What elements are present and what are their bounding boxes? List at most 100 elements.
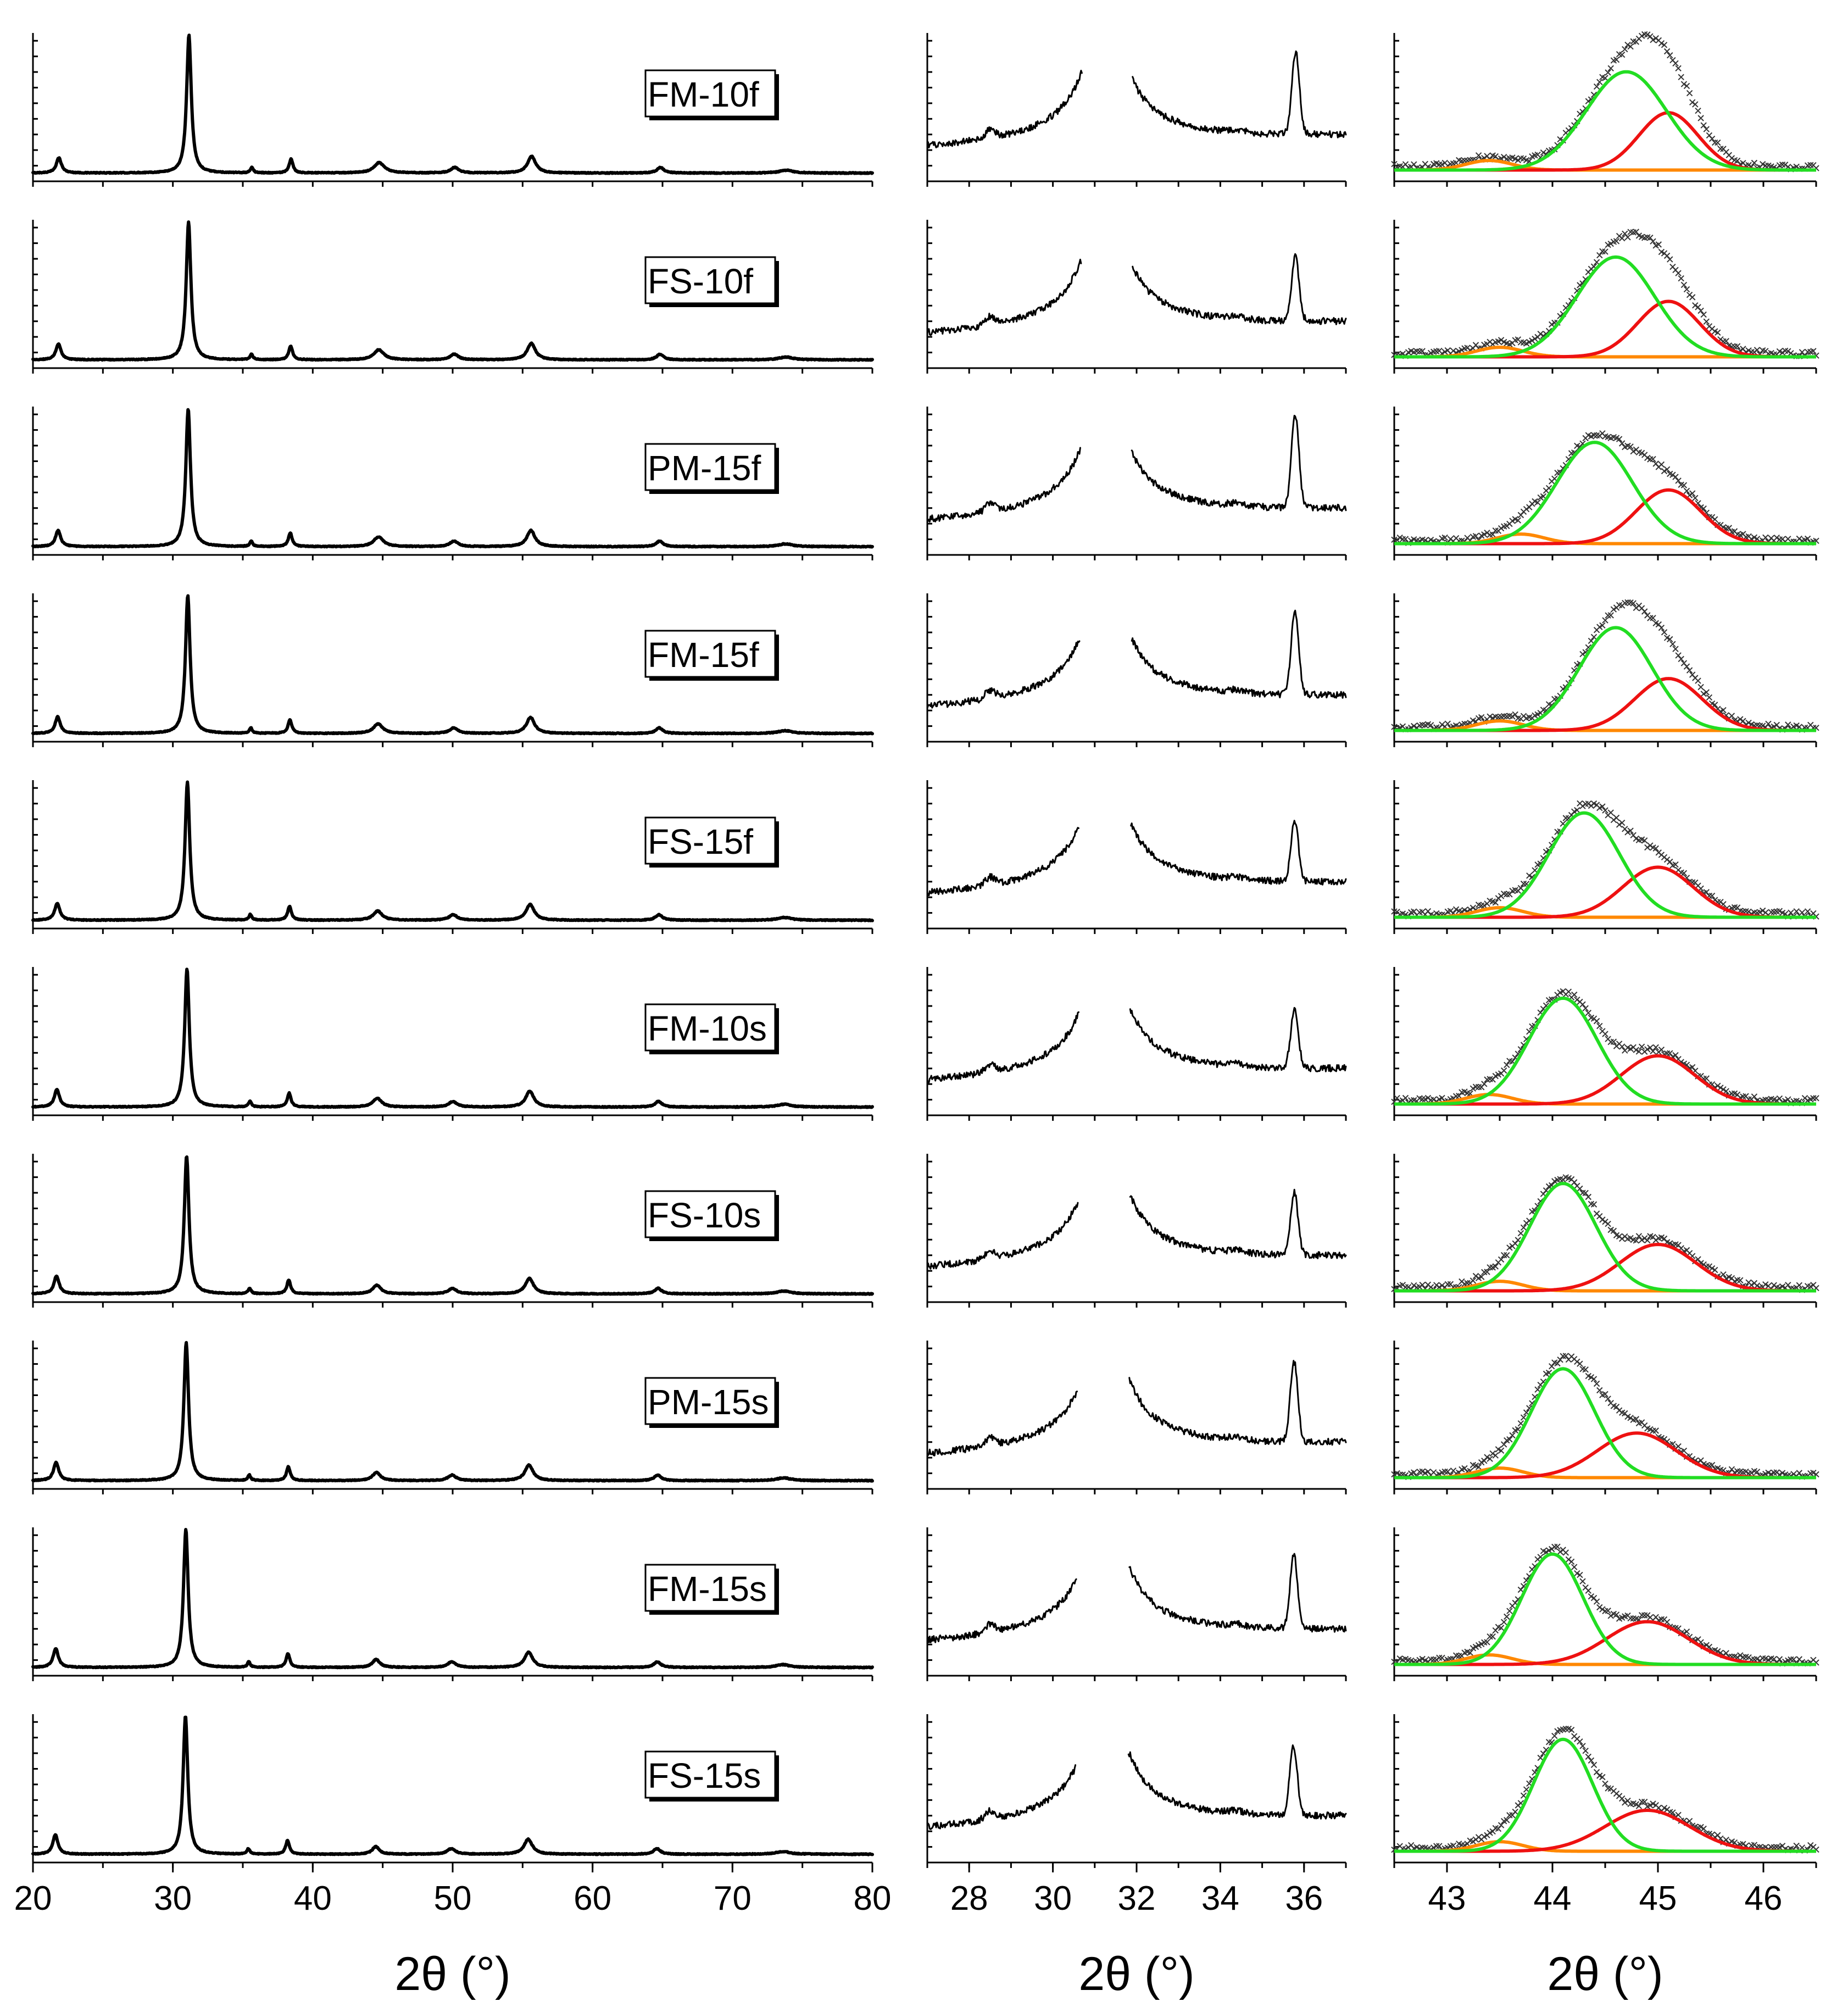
x-axis-full: 20 30 40 50 60 70 80 2θ (°)	[14, 1863, 891, 2000]
zoom-pattern-left-PM-15s	[926, 1391, 1078, 1458]
sample-label: PM-15s	[648, 1382, 769, 1422]
zoom-pattern-right-PM-15s	[1128, 1360, 1347, 1446]
sample-label-box	[644, 1377, 776, 1425]
x-axis-title: 2θ (°)	[1078, 1948, 1194, 2000]
red-component-curve-FS-10f	[1394, 299, 1816, 359]
full-pattern-line-FM-10s	[31, 968, 874, 1109]
sample-row-FS-10s: FS-10s	[31, 1154, 1819, 1308]
zoom-pattern-right-FS-10f	[1132, 253, 1347, 325]
x-tick-label: 30	[154, 1880, 192, 1917]
green-component-curve-FS-15s	[1394, 1737, 1816, 1853]
full-pattern-line-FS-10s	[31, 1155, 874, 1296]
x-tick-label: 45	[1639, 1880, 1677, 1917]
sample-label-box	[644, 816, 776, 865]
sample-label-box	[644, 443, 776, 491]
full-pattern-line-FS-15s	[31, 1715, 874, 1856]
sample-row-PM-15s: PM-15s	[31, 1341, 1819, 1494]
x-tick-label: 60	[574, 1880, 611, 1917]
sample-row-FM-10f: FM-10f	[31, 31, 1819, 187]
sample-row-PM-15f: PM-15f	[31, 407, 1819, 560]
sample-label: FM-15s	[648, 1569, 767, 1609]
full-pattern-line-FM-15f	[31, 594, 874, 736]
zoom-pattern-right-PM-15f	[1131, 415, 1347, 512]
green-component-curve-FM-15s	[1394, 1552, 1816, 1666]
x-tick-label: 20	[14, 1880, 52, 1917]
green-component-curve-PM-15s	[1394, 1367, 1816, 1480]
zoom-pattern-right-FS-10s	[1129, 1188, 1347, 1259]
zoom-pattern-left-PM-15f	[926, 447, 1081, 523]
x-tick-label: 36	[1285, 1880, 1323, 1917]
fit-data-markers-FM-10f	[1391, 31, 1819, 173]
sample-label: FM-15f	[648, 635, 759, 675]
full-pattern-line-FM-10f	[31, 34, 874, 175]
x-tick-label: 32	[1118, 1880, 1156, 1917]
x-tick-label: 70	[714, 1880, 752, 1917]
fit-data-markers-PM-15s	[1391, 1353, 1819, 1480]
fit-data-markers-FS-15s	[1391, 1725, 1819, 1854]
sample-label-box	[644, 256, 776, 304]
full-pattern-line-PM-15f	[31, 408, 874, 549]
red-component-curve-FM-10s	[1394, 1054, 1816, 1106]
x-tick-label: 44	[1534, 1880, 1572, 1917]
green-component-curve-FM-10s	[1394, 996, 1816, 1106]
sample-label-box	[644, 1003, 776, 1052]
fit-data-markers-FS-15f	[1391, 800, 1819, 920]
sample-row-FM-10s: FM-10s	[31, 967, 1819, 1121]
fit-data-markers-PM-15f	[1391, 430, 1819, 546]
zoom-pattern-right-FM-10f	[1132, 50, 1347, 138]
zoom-pattern-right-FM-15s	[1128, 1553, 1347, 1633]
zoom-pattern-right-FM-10s	[1129, 1007, 1347, 1072]
x-tick-label: 40	[294, 1880, 332, 1917]
sample-label-box	[644, 1190, 776, 1238]
fit-data-markers-FM-15s	[1391, 1543, 1819, 1667]
x-tick-label: 46	[1745, 1880, 1783, 1917]
zoom-pattern-left-FS-15f	[926, 827, 1079, 897]
zoom-pattern-right-FM-15f	[1131, 609, 1347, 699]
zoom-pattern-right-FS-15f	[1130, 820, 1347, 886]
sample-row-FS-10f: FS-10f	[31, 220, 1819, 374]
fit-data-markers-FS-10f	[1391, 229, 1819, 359]
sample-label: FM-10s	[648, 1009, 767, 1048]
sample-label: FS-10f	[648, 262, 753, 301]
x-tick-label: 50	[434, 1880, 472, 1917]
sample-label: FS-15s	[648, 1756, 761, 1795]
sample-label-box	[644, 1564, 776, 1612]
zoom-pattern-left-FM-10s	[926, 1011, 1079, 1083]
sample-row-FM-15f: FM-15f	[31, 593, 1819, 747]
full-pattern-line-FS-10f	[31, 220, 874, 362]
sample-label-box	[644, 69, 776, 118]
green-component-curve-FS-15f	[1394, 811, 1816, 919]
full-pattern-line-PM-15s	[31, 1341, 874, 1483]
sample-row-FS-15f: FS-15f	[31, 780, 1819, 934]
zoom-pattern-left-FS-10f	[926, 258, 1082, 336]
x-axis-title: 2θ (°)	[394, 1948, 510, 2000]
x-axis-zoom: 28 30 32 34 36 2θ (°)	[950, 1863, 1323, 2000]
green-component-curve-PM-15f	[1394, 441, 1816, 546]
sample-label-box	[644, 630, 776, 678]
x-axis-fit: 43 44 45 46 2θ (°)	[1428, 1863, 1783, 2000]
x-axis-title: 2θ (°)	[1547, 1948, 1663, 2000]
green-component-curve-FM-15f	[1394, 626, 1816, 732]
x-tick-label: 43	[1428, 1880, 1466, 1917]
x-tick-label: 30	[1034, 1880, 1072, 1917]
fit-data-markers-FM-15f	[1391, 599, 1819, 733]
zoom-pattern-left-FS-15s	[926, 1764, 1077, 1830]
full-pattern-line-FS-15f	[31, 780, 874, 922]
zoom-pattern-left-FM-15f	[926, 640, 1081, 709]
sample-label: FS-10s	[648, 1196, 761, 1235]
sample-label: FS-15f	[648, 822, 753, 861]
zoom-pattern-left-FS-10s	[926, 1202, 1079, 1270]
green-component-curve-FS-10f	[1394, 255, 1816, 359]
zoom-pattern-left-FM-10f	[926, 70, 1083, 149]
zoom-pattern-right-FS-15s	[1127, 1744, 1347, 1820]
full-pattern-line-FM-15s	[31, 1528, 874, 1670]
sample-label: PM-15f	[648, 448, 761, 488]
x-tick-label: 34	[1201, 1880, 1239, 1917]
green-component-curve-FS-10s	[1394, 1182, 1816, 1293]
sample-row-FM-15s: FM-15s	[31, 1527, 1819, 1681]
green-component-curve-FM-10f	[1394, 70, 1816, 172]
zoom-pattern-left-FM-15s	[926, 1578, 1077, 1643]
sample-label: FM-10f	[648, 75, 759, 114]
x-tick-label: 28	[950, 1880, 988, 1917]
